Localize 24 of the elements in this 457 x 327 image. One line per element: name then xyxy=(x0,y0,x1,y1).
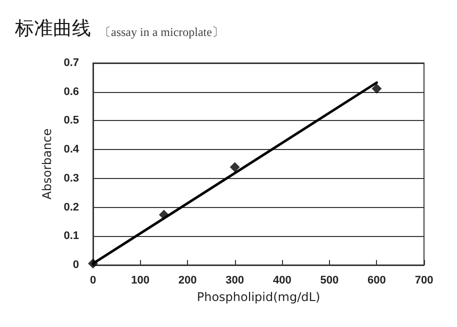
x-tick-label: 400 xyxy=(272,274,292,286)
y-tick-label: 0.7 xyxy=(64,57,79,69)
y-tick-label: 0.6 xyxy=(64,86,79,98)
x-tick-label: 200 xyxy=(178,274,197,286)
x-tick-label: 100 xyxy=(131,274,150,286)
x-tick-label: 500 xyxy=(320,274,339,286)
x-axis-title: Phospholipid(mg/dL) xyxy=(196,290,320,304)
y-tick-label: 0.1 xyxy=(64,230,79,242)
point xyxy=(88,258,98,269)
y-axis-title: Absorbance xyxy=(40,128,54,200)
x-tick-label: 0 xyxy=(90,274,96,286)
y-tick-label: 0 xyxy=(72,259,79,271)
y-tick-label: 0.5 xyxy=(64,114,79,127)
point xyxy=(230,162,240,172)
chart-title: 标准曲线 xyxy=(14,18,91,40)
x-tick-label: 300 xyxy=(226,274,244,286)
y-tick-label: 0.2 xyxy=(64,201,79,214)
point xyxy=(158,210,169,220)
chart-subtitle: 〔assay in a microplate〕 xyxy=(99,25,224,39)
x-tick-label: 700 xyxy=(414,274,434,286)
point xyxy=(372,84,382,94)
y-tick-label: 0.4 xyxy=(64,144,80,156)
y-tick-label: 0.3 xyxy=(64,172,79,184)
x-tick-label: 600 xyxy=(368,274,386,286)
